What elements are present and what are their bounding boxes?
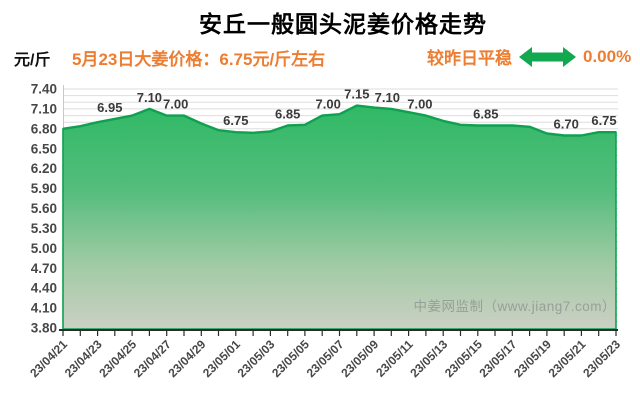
data-label: 6.70	[554, 117, 579, 132]
y-tick-label: 4.10	[31, 301, 57, 316]
data-label: 6.75	[223, 113, 248, 128]
data-label: 6.75	[591, 113, 616, 128]
data-label: 7.00	[163, 97, 188, 112]
page-title: 安丘一般圆头泥姜价格走势	[199, 11, 487, 37]
data-label: 7.10	[137, 90, 162, 105]
y-tick-label: 7.40	[31, 82, 57, 97]
y-tick-label: 7.10	[31, 101, 57, 116]
data-label: 6.85	[275, 107, 300, 122]
y-tick-label: 6.20	[31, 161, 57, 176]
area-fill	[62, 104, 617, 330]
y-axis-unit-label: 元/斤	[14, 52, 51, 69]
x-tick-label: 23/05/09	[338, 337, 381, 380]
price-subtitle: 5月23日大姜价格：6.75元/斤左右	[72, 50, 326, 69]
y-tick-label: 6.50	[31, 141, 57, 156]
y-tick-label: 6.80	[31, 121, 57, 136]
y-tick-label: 5.60	[31, 201, 57, 216]
trend-label: 较昨日平稳	[427, 49, 512, 68]
y-tick-label: 5.90	[31, 181, 57, 196]
y-tick-label: 3.80	[31, 321, 57, 336]
y-tick-label: 5.00	[31, 241, 57, 256]
flat-double-arrow-icon	[519, 46, 576, 67]
data-label: 7.00	[316, 97, 341, 112]
x-tick-label: 23/05/23	[580, 337, 623, 380]
trend-indicator: 较昨日平稳 0.00%	[427, 44, 631, 69]
watermark-text: 中姜网监制（www.jiang7.com）	[413, 299, 616, 314]
price-line	[62, 104, 616, 137]
data-label: 7.00	[407, 97, 432, 112]
data-label: 7.15	[344, 87, 369, 102]
y-tick-label: 5.30	[31, 221, 57, 236]
y-tick-label: 4.40	[31, 281, 57, 296]
data-label: 7.10	[375, 90, 400, 105]
y-tick-label: 4.70	[31, 261, 57, 276]
data-label: 6.85	[473, 107, 498, 122]
trend-percent: 0.00%	[583, 46, 632, 66]
data-label: 6.95	[97, 100, 122, 115]
